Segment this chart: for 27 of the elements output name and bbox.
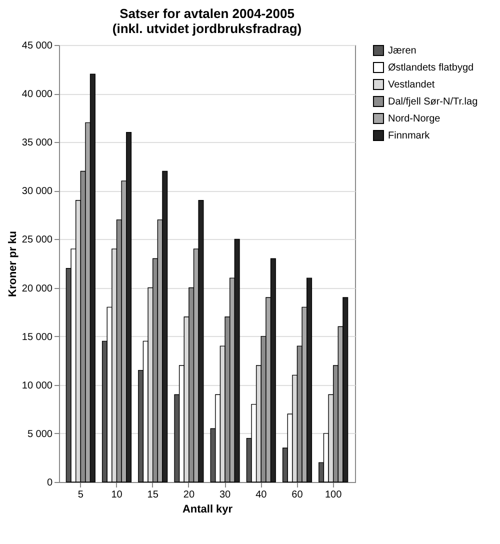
x-axis-title: Antall kyr: [182, 504, 234, 516]
y-tick-label: 10 000: [22, 380, 53, 392]
x-tick-label: 5: [78, 490, 84, 500]
x-tick-label: 100: [325, 490, 342, 500]
legend-label: Nord-Norge: [388, 114, 441, 124]
x-tick-label: 15: [147, 490, 159, 500]
legend-label: Østlandets flatbygd: [388, 62, 474, 74]
y-tick-label: 0: [46, 478, 53, 488]
x-tick-label: 40: [256, 490, 268, 500]
y-tick-label: 40 000: [22, 89, 53, 100]
x-tick-label: 30: [219, 490, 232, 500]
x-tick-label: 20: [183, 490, 195, 500]
y-tick-label: 20 000: [22, 283, 53, 294]
y-tick-label: 25 000: [22, 234, 53, 246]
legend-label: Vestlandet: [388, 80, 435, 90]
legend-label: Dal/fjell Sør-N/Tr.lag: [388, 96, 478, 108]
legend-label: Finnmark: [388, 130, 431, 142]
legend-label: Jæren: [388, 46, 416, 56]
x-tick-label: 60: [292, 490, 304, 500]
y-axis-title: Kroner pr ku: [6, 230, 19, 298]
y-tick-label: 35 000: [22, 138, 53, 149]
y-tick-label: 5 000: [27, 428, 53, 440]
x-tick-label: 10: [111, 490, 123, 500]
chart-title: Satser for avtalen 2004-2005 (inkl. utvidet jordbruksfradrag): [112, 6, 302, 36]
y-tick-label: 30 000: [22, 186, 53, 198]
y-tick-label: 15 000: [22, 332, 53, 343]
y-tick-label: 45 000: [22, 40, 53, 52]
